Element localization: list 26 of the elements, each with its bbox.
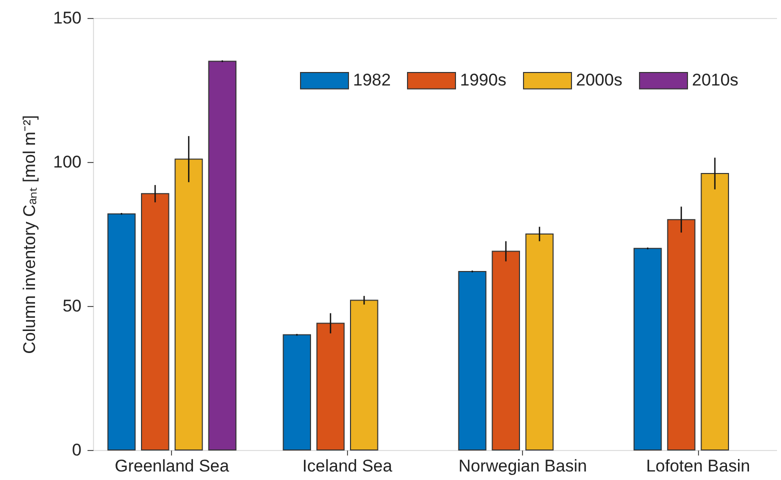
x-tick-label: Norwegian Basin xyxy=(458,456,587,476)
x-tick-label: Greenland Sea xyxy=(114,456,230,476)
y-tick-label: 0 xyxy=(72,440,82,460)
bar xyxy=(525,234,554,450)
legend-label: 2000s xyxy=(576,70,622,90)
bar xyxy=(208,60,236,450)
legend-label: 1982 xyxy=(353,70,391,90)
bar xyxy=(634,248,662,450)
x-tick-label: Lofoten Basin xyxy=(646,456,750,476)
bar xyxy=(141,193,170,450)
bar xyxy=(492,250,520,450)
bar xyxy=(458,270,486,450)
y-tick-label: 150 xyxy=(53,8,82,28)
legend-label: 1990s xyxy=(460,70,506,90)
bar xyxy=(700,173,729,450)
x-tick-label: Iceland Sea xyxy=(302,456,393,476)
bar xyxy=(107,213,136,450)
y-axis-title: Column inventory Cₐₙₜ [mol m⁻²] xyxy=(20,115,40,354)
bar xyxy=(350,300,378,450)
y-tick-label: 50 xyxy=(62,296,82,316)
y-tick-label: 100 xyxy=(53,152,82,172)
bar xyxy=(174,158,203,450)
legend-label: 2010s xyxy=(692,70,738,90)
bar xyxy=(667,219,696,450)
bar xyxy=(316,322,345,450)
bar xyxy=(282,334,312,450)
